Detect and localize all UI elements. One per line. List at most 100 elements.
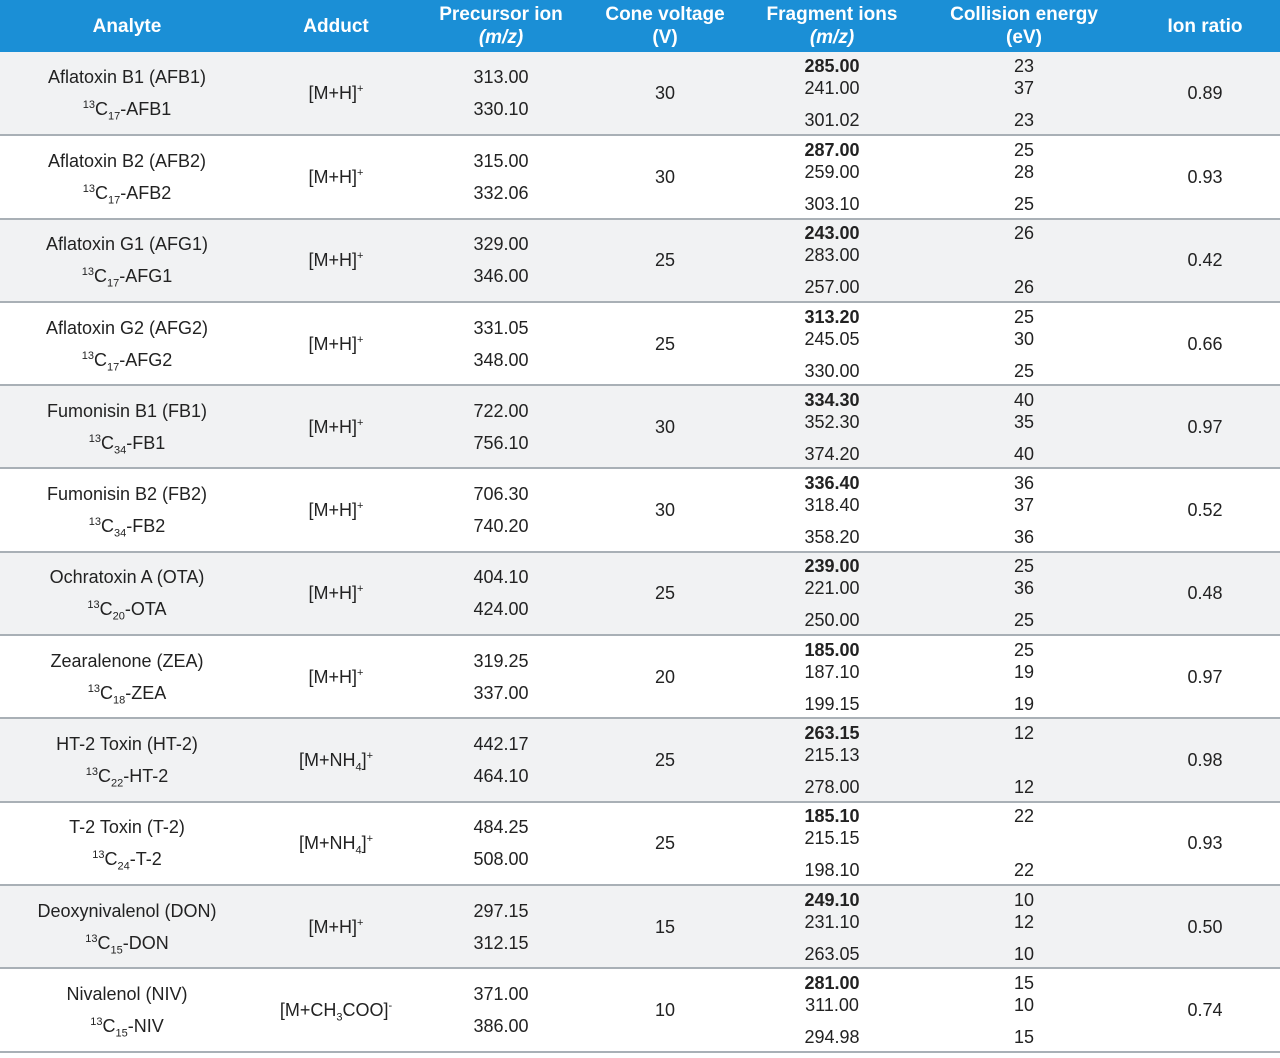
cell-adduct: [M+H]+ bbox=[254, 884, 418, 970]
labeled-standard: 13C15-NIV bbox=[90, 1015, 164, 1040]
cell-collision-energy: 25 36 25 bbox=[918, 551, 1130, 637]
cell-precursor: 722.00 756.10 bbox=[418, 385, 584, 470]
cell-cone-voltage: 25 bbox=[584, 551, 746, 637]
qualifier-ion: 215.13 bbox=[804, 745, 860, 766]
labeled-ion: 250.00 bbox=[804, 610, 860, 631]
analyte-name: Aflatoxin B1 (AFB1) bbox=[47, 67, 207, 88]
cell-fragments: 285.00 241.00 301.02 bbox=[746, 52, 918, 137]
qualifier-ion: 283.00 bbox=[804, 245, 860, 266]
table-row: HT-2 Toxin (HT-2) 13C22-HT-2 [M+NH4]+ 442.1… bbox=[0, 718, 1280, 803]
analyte-name: HT-2 Toxin (HT-2) bbox=[56, 734, 198, 755]
cell-cone-voltage: 20 bbox=[584, 635, 746, 720]
labeled-ion: 301.02 bbox=[804, 110, 860, 131]
cell-adduct: [M+NH4]+ bbox=[254, 801, 418, 886]
labeled-standard: 13C24-T-2 bbox=[92, 849, 162, 873]
cell-fragments: 336.40 318.40 358.20 bbox=[746, 468, 918, 553]
cell-cone-voltage: 15 bbox=[584, 884, 746, 970]
labeled-ion: 199.15 bbox=[804, 693, 860, 714]
table-row: Fumonisin B2 (FB2) 13C34-FB2 [M+H]+ 706.30 7… bbox=[0, 468, 1280, 553]
cell-fragments: 239.00 221.00 250.00 bbox=[746, 551, 918, 637]
cell-collision-energy: 25 30 25 bbox=[918, 301, 1130, 387]
labeled-ion: 257.00 bbox=[804, 277, 860, 298]
table-row: Aflatoxin G1 (AFG1) 13C17-AFG1 [M+H]+ 329.0… bbox=[0, 218, 1280, 303]
qualifier-ion: 231.10 bbox=[804, 911, 860, 932]
cell-collision-energy: 12 12 bbox=[918, 718, 1130, 803]
qualifier-ion: 259.00 bbox=[804, 161, 860, 182]
cell-precursor: 442.17 464.10 bbox=[418, 718, 584, 803]
quantifier-ion: 287.00 bbox=[804, 139, 860, 160]
table-row: Ochratoxin A (OTA) 13C20-OTA [M+H]+ 404.10 4… bbox=[0, 551, 1280, 637]
table-row: Aflatoxin B1 (AFB1) 13C17-AFB1 [M+H]+ 313.0… bbox=[0, 52, 1280, 137]
analyte-name: Fumonisin B2 (FB2) bbox=[46, 484, 208, 505]
cell-collision-energy: 36 37 36 bbox=[918, 468, 1130, 553]
qualifier-ion: 311.00 bbox=[805, 994, 859, 1015]
labeled-standard: 13C34-FB2 bbox=[88, 516, 166, 540]
header-ion-ratio: Ion ratio bbox=[1130, 0, 1280, 52]
cell-precursor: 319.25 337.00 bbox=[418, 635, 584, 720]
labeled-standard: 13C20-OTA bbox=[87, 599, 167, 624]
labeled-ion: 263.05 bbox=[804, 943, 860, 964]
cell-collision-energy: 10 12 10 bbox=[918, 884, 1130, 970]
cell-collision-energy: 23 37 23 bbox=[918, 52, 1130, 137]
cell-ion-ratio: 0.74 bbox=[1130, 968, 1280, 1053]
quantifier-ion: 334.30 bbox=[804, 389, 860, 410]
analyte-name: Deoxynivalenol (DON) bbox=[37, 900, 217, 921]
cell-adduct: [M+H]+ bbox=[254, 468, 418, 553]
qualifier-ion: 187.10 bbox=[804, 661, 860, 682]
labeled-standard: 13C17-AFB1 bbox=[82, 99, 172, 123]
quantifier-ion: 243.00 bbox=[804, 223, 860, 244]
cell-cone-voltage: 25 bbox=[584, 218, 746, 303]
cell-ion-ratio: 0.93 bbox=[1130, 801, 1280, 886]
qualifier-ion: 352.30 bbox=[804, 411, 860, 432]
analyte-name: Fumonisin B1 (FB1) bbox=[46, 400, 208, 421]
header-precursor: Precursor ion (m/z) bbox=[418, 0, 584, 52]
cell-analyte: Aflatoxin G1 (AFG1) 13C17-AFG1 bbox=[0, 218, 254, 303]
cell-ion-ratio: 0.89 bbox=[1130, 52, 1280, 137]
labeled-standard: 13C17-AFG2 bbox=[81, 349, 173, 374]
cell-adduct: [M+CH3COO]- bbox=[254, 968, 418, 1053]
table-row: Zearalenone (ZEA) 13C18-ZEA [M+H]+ 319.25 33… bbox=[0, 635, 1280, 720]
cell-cone-voltage: 30 bbox=[584, 52, 746, 137]
cell-precursor: 315.00 332.06 bbox=[418, 135, 584, 220]
analyte-name: Aflatoxin G2 (AFG2) bbox=[45, 317, 209, 338]
cell-collision-energy: 40 35 40 bbox=[918, 385, 1130, 470]
header-analyte: Analyte bbox=[0, 0, 254, 52]
table-row: T-2 Toxin (T-2) 13C24-T-2 [M+NH4]+ 484.25 50… bbox=[0, 801, 1280, 886]
quantifier-ion: 281.00 bbox=[804, 972, 860, 993]
quantifier-ion: 263.15 bbox=[804, 723, 860, 744]
cell-adduct: [M+H]+ bbox=[254, 635, 418, 720]
cell-fragments: 249.10 231.10 263.05 bbox=[746, 884, 918, 970]
qualifier-ion: 318.40 bbox=[804, 495, 860, 516]
cell-fragments: 287.00 259.00 303.10 bbox=[746, 135, 918, 220]
labeled-standard: 13C34-FB1 bbox=[88, 432, 166, 457]
labeled-standard: 13C18-ZEA bbox=[87, 682, 167, 707]
cell-fragments: 334.30 352.30 374.20 bbox=[746, 385, 918, 470]
labeled-ion: 374.20 bbox=[804, 443, 860, 464]
cell-analyte: Aflatoxin B2 (AFB2) 13C17-AFB2 bbox=[0, 135, 254, 220]
labeled-ion: 303.10 bbox=[804, 193, 860, 214]
labeled-ion: 358.20 bbox=[804, 527, 860, 548]
cell-precursor: 297.15 312.15 bbox=[418, 884, 584, 970]
cell-precursor: 484.25 508.00 bbox=[418, 801, 584, 886]
cell-fragments: 263.15 215.13 278.00 bbox=[746, 718, 918, 803]
table-row: Nivalenol (NIV) 13C15-NIV [M+CH3COO]- 371.0… bbox=[0, 968, 1280, 1053]
cell-adduct: [M+H]+ bbox=[254, 135, 418, 220]
cell-cone-voltage: 25 bbox=[584, 718, 746, 803]
quantifier-ion: 285.00 bbox=[804, 56, 860, 77]
cell-precursor: 331.05 348.00 bbox=[418, 301, 584, 387]
labeled-ion: 330.00 bbox=[804, 360, 860, 381]
table-row: Aflatoxin G2 (AFG2) 13C17-AFG2 [M+H]+ 331.0… bbox=[0, 301, 1280, 387]
cell-analyte: HT-2 Toxin (HT-2) 13C22-HT-2 bbox=[0, 718, 254, 803]
labeled-ion: 278.00 bbox=[804, 777, 860, 798]
cell-cone-voltage: 25 bbox=[584, 801, 746, 886]
cell-analyte: Fumonisin B1 (FB1) 13C34-FB1 bbox=[0, 385, 254, 470]
analyte-name: T-2 Toxin (T-2) bbox=[69, 817, 185, 838]
labeled-standard: 13C15-DON bbox=[85, 932, 169, 957]
labeled-standard: 13C17-AFG1 bbox=[81, 266, 173, 290]
analyte-name: Nivalenol (NIV) bbox=[66, 983, 188, 1004]
cell-ion-ratio: 0.93 bbox=[1130, 135, 1280, 220]
cell-adduct: [M+H]+ bbox=[254, 385, 418, 470]
cell-collision-energy: 26 26 bbox=[918, 218, 1130, 303]
quantifier-ion: 313.20 bbox=[804, 306, 860, 327]
cell-cone-voltage: 25 bbox=[584, 301, 746, 387]
